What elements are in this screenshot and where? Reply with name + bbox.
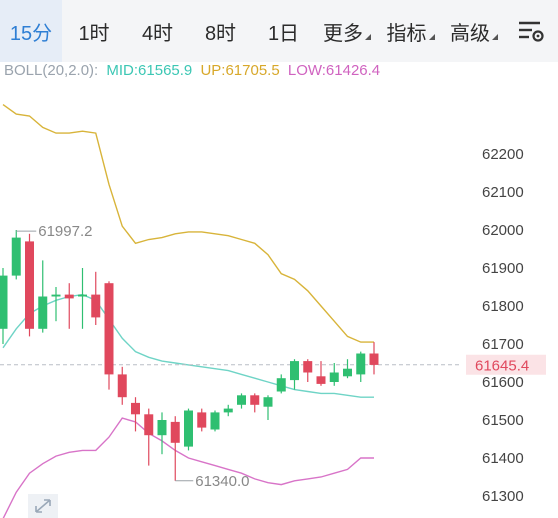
y-tick-label: 61500 [482, 412, 524, 429]
candle-body [290, 361, 299, 381]
candle-body [91, 294, 101, 318]
y-tick-label: 61900 [482, 260, 524, 277]
candle-body [210, 412, 220, 430]
y-tick-label: 61400 [482, 450, 524, 467]
chart-settings-icon[interactable] [516, 16, 546, 46]
tab-label: 更多 [323, 22, 363, 45]
candle-body [0, 275, 8, 329]
tab-label: 1时 [78, 22, 110, 45]
price-chart[interactable]: 62200 62100 62000 61900 61800 61700 61600 61500… [0, 84, 558, 518]
dropdown-triangle-icon [492, 34, 498, 40]
candle-body [170, 421, 180, 443]
candle-body [250, 395, 260, 405]
tab-5[interactable]: 更多 [315, 0, 379, 62]
candle-body [38, 296, 48, 329]
candle-body [343, 368, 352, 377]
candle-body [117, 374, 127, 398]
tab-0[interactable]: 15分 [0, 0, 62, 62]
y-tick-label: 62200 [482, 146, 524, 163]
tab-4[interactable]: 1日 [252, 0, 315, 62]
y-tick-label: 61700 [482, 336, 524, 353]
candle-body [356, 353, 366, 375]
candle-body [64, 294, 74, 299]
boll-lower-line [2, 417, 374, 518]
tab-6[interactable]: 指标 [379, 0, 442, 62]
boll-upper-line [2, 104, 374, 343]
candle-body [276, 378, 286, 392]
candle-body [369, 353, 379, 365]
candle-body [223, 408, 233, 413]
candle-body [303, 361, 313, 373]
candle-body [11, 237, 21, 276]
boll-name: BOLL(20,2.0): [4, 62, 99, 79]
tab-label: 1日 [267, 22, 300, 45]
candle-body [157, 420, 167, 436]
candle-body [237, 395, 246, 405]
candle-body [131, 402, 140, 415]
tab-label: 4时 [141, 22, 174, 45]
tab-label: 15分 [9, 22, 53, 45]
tab-3[interactable]: 8时 [189, 0, 252, 62]
tab-2[interactable]: 4时 [126, 0, 189, 62]
tab-7[interactable]: 高级 [442, 0, 506, 62]
low-price-label: 61340.0 [195, 473, 249, 490]
candle-body [104, 283, 114, 375]
y-tick-label: 62100 [482, 184, 524, 201]
boll-indicator-legend: BOLL(20,2.0): MID:61565.9 UP:61705.5 LOW… [4, 62, 384, 79]
boll-mid-value: MID:61565.9 [106, 62, 193, 79]
high-price-label: 61997.2 [38, 223, 92, 240]
candle-body [78, 294, 87, 297]
boll-up-value: UP:61705.5 [200, 62, 280, 79]
tab-1[interactable]: 1时 [62, 0, 126, 62]
tab-label: 8时 [204, 22, 237, 45]
candle-body [263, 397, 273, 407]
current-price-tag [466, 354, 546, 375]
candle-body [316, 376, 326, 384]
y-tick-label: 61600 [482, 374, 524, 391]
candle-body [51, 294, 61, 297]
expand-icon[interactable] [28, 494, 58, 518]
tab-label: 指标 [386, 22, 427, 45]
y-tick-label: 61800 [482, 298, 524, 315]
candle-body [329, 372, 339, 382]
candle-body [25, 241, 34, 329]
timeframe-tab-bar: 15分 1时 4时 8时 1日 更多 指标 高级 [0, 0, 558, 62]
candle-body [184, 410, 193, 447]
candle-body [197, 412, 207, 428]
current-price-label: 61645.4 [475, 358, 529, 375]
dropdown-triangle-icon [365, 34, 371, 40]
boll-low-value: LOW:61426.4 [287, 62, 381, 79]
y-tick-label: 62000 [482, 222, 524, 239]
y-tick-label: 61300 [482, 488, 524, 505]
dropdown-triangle-icon [428, 34, 435, 40]
candle-body [144, 414, 154, 436]
tab-label: 高级 [450, 22, 490, 45]
